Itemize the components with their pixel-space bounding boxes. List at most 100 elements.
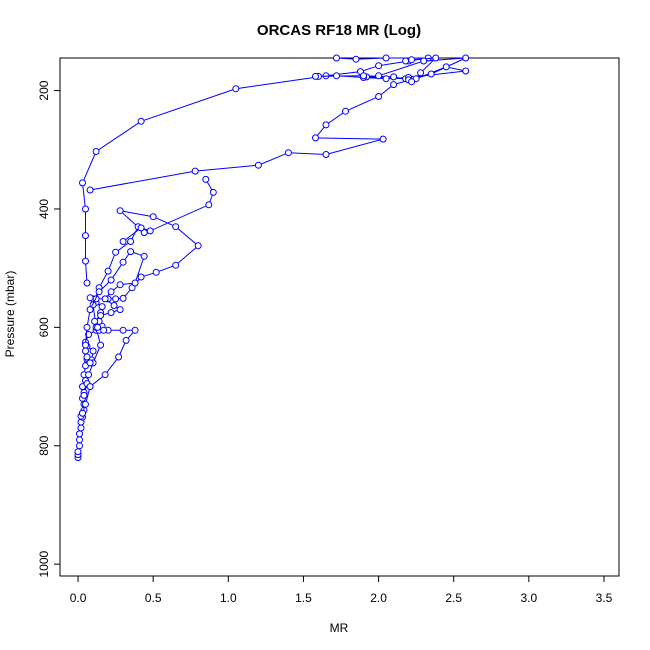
- data-point: [83, 323, 91, 331]
- data-point: [462, 54, 470, 62]
- x-axis-label: MR: [330, 621, 349, 635]
- data-point: [137, 273, 145, 281]
- data-point: [402, 57, 410, 65]
- data-point: [95, 288, 103, 296]
- data-point: [110, 302, 118, 309]
- data-point: [83, 353, 91, 361]
- data-point: [312, 72, 319, 80]
- data-point: [82, 232, 89, 240]
- data-point: [122, 336, 130, 344]
- data-point: [390, 73, 398, 81]
- data-point: [172, 261, 180, 269]
- data-point: [77, 424, 85, 432]
- series-4: [86, 54, 470, 194]
- data-point: [85, 331, 93, 338]
- data-point: [390, 81, 398, 89]
- data-point: [119, 326, 127, 334]
- data-point: [417, 69, 425, 77]
- data-point: [74, 448, 82, 456]
- y-axis-label: Pressure (mbar): [3, 271, 17, 358]
- data-point: [91, 317, 99, 325]
- data-point: [312, 134, 319, 142]
- data-point: [89, 347, 97, 355]
- data-point: [86, 294, 94, 302]
- data-point: [83, 279, 91, 287]
- x-tick-label: 0.0: [70, 591, 87, 605]
- data-point: [137, 224, 145, 232]
- data-point: [322, 151, 330, 158]
- x-axis: 0.0 0.5 1.0 1.5 2.0 2.5 3.0 3.5: [70, 576, 613, 605]
- data-point: [172, 223, 180, 231]
- data-point: [194, 242, 202, 250]
- series-5: [119, 175, 217, 245]
- data-point: [116, 281, 124, 289]
- data-point: [79, 409, 86, 417]
- data-point: [140, 252, 148, 260]
- data-point: [80, 391, 88, 399]
- y-tick-label: 600: [37, 317, 51, 337]
- data-point: [254, 161, 262, 169]
- data-point: [375, 72, 383, 80]
- data-point: [82, 347, 89, 355]
- data-point: [375, 62, 383, 70]
- data-point: [205, 201, 213, 209]
- data-point: [101, 371, 109, 379]
- data-point: [116, 207, 124, 215]
- data-point: [442, 63, 450, 71]
- data-point: [86, 359, 94, 367]
- data-point: [149, 213, 157, 221]
- data-point: [462, 67, 470, 75]
- data-point: [82, 341, 89, 349]
- data-point: [112, 248, 120, 256]
- data-point: [427, 70, 435, 78]
- data-point: [76, 436, 83, 444]
- data-point: [432, 54, 440, 62]
- data-point: [127, 238, 135, 245]
- data-point: [131, 326, 139, 334]
- data-point: [191, 167, 199, 175]
- data-point: [382, 75, 390, 83]
- y-axis: 200 400 600 800 1000: [37, 80, 60, 578]
- chart-title: ORCAS RF18 MR (Log): [257, 22, 421, 39]
- data-point: [94, 323, 102, 331]
- data-point: [146, 227, 154, 235]
- data-point: [107, 276, 115, 284]
- data-point: [379, 135, 387, 143]
- series-layer: [74, 54, 470, 462]
- data-point: [119, 258, 127, 266]
- data-point: [333, 54, 340, 62]
- data-point: [76, 430, 83, 438]
- data-point: [92, 148, 100, 155]
- data-point: [360, 72, 367, 80]
- data-point: [127, 248, 135, 256]
- data-point: [408, 56, 416, 64]
- data-point: [352, 55, 360, 63]
- data-point: [86, 383, 94, 391]
- data-point: [112, 295, 120, 303]
- data-point: [116, 306, 124, 314]
- data-point: [202, 175, 210, 183]
- data-point: [97, 312, 105, 319]
- x-tick-label: 2.0: [370, 591, 387, 605]
- data-point: [322, 121, 330, 129]
- x-tick-label: 3.5: [596, 591, 613, 605]
- x-tick-label: 2.5: [445, 591, 462, 605]
- data-point: [107, 288, 115, 296]
- data-point: [375, 93, 383, 100]
- y-tick-label: 1000: [37, 550, 51, 577]
- data-point: [232, 85, 240, 93]
- data-point: [119, 238, 127, 245]
- data-point: [152, 268, 160, 276]
- y-tick-label: 800: [37, 435, 51, 455]
- data-point: [119, 294, 127, 302]
- data-point: [100, 326, 108, 334]
- data-point: [76, 442, 83, 450]
- data-point: [101, 295, 109, 303]
- series-2: [79, 248, 148, 417]
- data-point: [115, 353, 123, 361]
- x-tick-label: 3.0: [520, 591, 537, 605]
- data-point: [82, 400, 89, 408]
- data-point: [107, 309, 115, 317]
- x-tick-label: 1.5: [295, 591, 312, 605]
